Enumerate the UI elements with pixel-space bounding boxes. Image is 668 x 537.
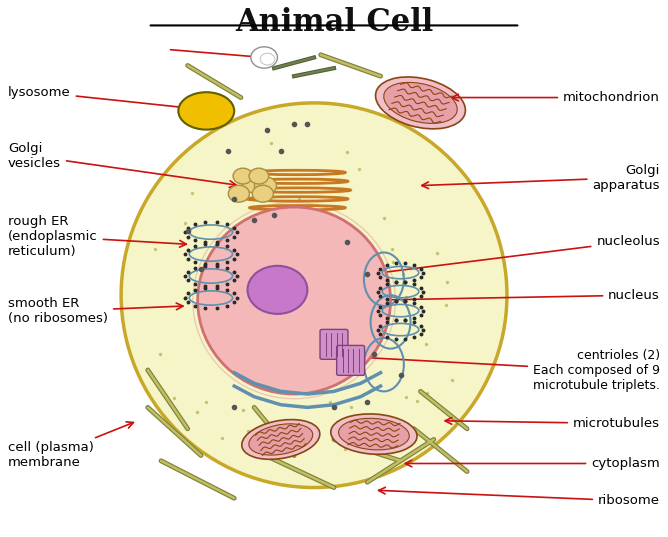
Ellipse shape — [233, 168, 253, 184]
Ellipse shape — [228, 185, 249, 202]
Ellipse shape — [375, 77, 466, 129]
Ellipse shape — [242, 419, 320, 459]
Ellipse shape — [383, 82, 457, 124]
Text: rough ER
(endoplasmic
reticulum): rough ER (endoplasmic reticulum) — [8, 215, 186, 258]
Ellipse shape — [248, 424, 313, 455]
Ellipse shape — [251, 47, 277, 68]
Ellipse shape — [242, 179, 259, 192]
Ellipse shape — [249, 168, 269, 184]
Ellipse shape — [253, 185, 273, 202]
Text: ribosome: ribosome — [379, 488, 660, 507]
Ellipse shape — [121, 103, 507, 488]
Text: centrioles (2)
Each composed of 9
microtubule triplets.: centrioles (2) Each composed of 9 microt… — [352, 349, 660, 391]
Ellipse shape — [198, 207, 391, 394]
Ellipse shape — [331, 414, 417, 454]
Text: lysosome: lysosome — [8, 86, 186, 111]
Ellipse shape — [255, 177, 277, 194]
Text: Animal Cell: Animal Cell — [235, 7, 433, 38]
Text: Golgi
apparatus: Golgi apparatus — [422, 164, 660, 192]
Text: Golgi
vesicles: Golgi vesicles — [8, 142, 236, 187]
FancyBboxPatch shape — [320, 329, 348, 359]
Text: smooth ER
(no ribosomes): smooth ER (no ribosomes) — [8, 297, 183, 325]
Text: microtubules: microtubules — [445, 417, 660, 430]
Text: cytoplasm: cytoplasm — [405, 457, 660, 470]
Text: mitochondrion: mitochondrion — [452, 91, 660, 104]
Ellipse shape — [260, 53, 275, 65]
Text: nucleus: nucleus — [352, 289, 660, 304]
Text: cell (plasma)
membrane: cell (plasma) membrane — [8, 422, 134, 469]
Ellipse shape — [339, 418, 409, 450]
Ellipse shape — [248, 266, 307, 314]
Text: nucleolus: nucleolus — [291, 235, 660, 286]
Ellipse shape — [178, 92, 234, 129]
FancyBboxPatch shape — [337, 345, 365, 375]
